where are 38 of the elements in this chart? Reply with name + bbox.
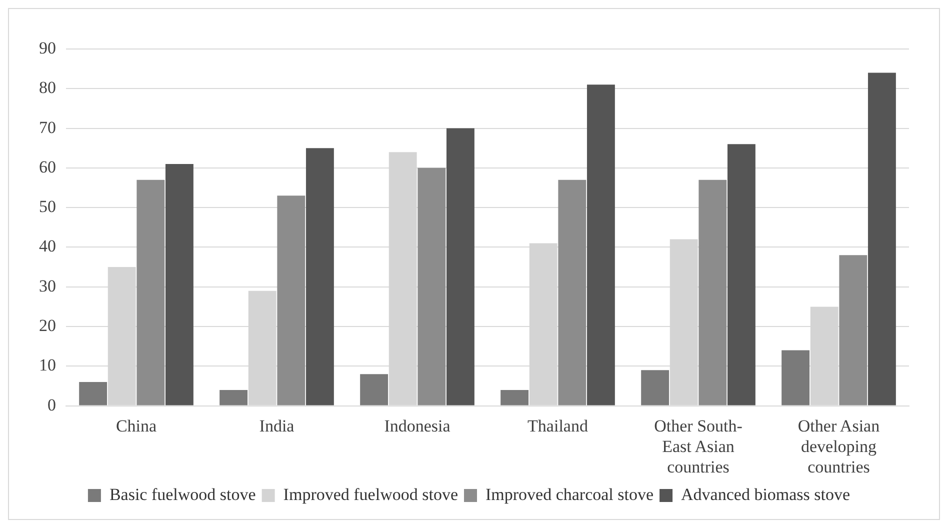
bar [782,350,810,406]
x-tick-label: Other Asian developing countries [798,416,880,476]
y-tick-label: 50 [39,197,56,216]
y-tick-label: 20 [39,316,56,335]
y-tick-label: 60 [39,157,56,176]
y-tick-label: 90 [39,38,56,58]
bar [360,374,388,406]
bar [727,144,756,406]
y-tick-label: 70 [39,118,56,137]
bar [586,84,615,406]
x-tick-label: Other South-East Asian countries [654,416,743,476]
y-tick-label: 10 [39,356,56,375]
bar [220,390,248,406]
bar [641,370,670,406]
legend-label: Basic fuelwood stove [109,484,256,504]
bar [418,168,446,406]
y-tick-label: 80 [39,78,56,98]
legend-label: Advanced biomass stove [681,484,850,504]
bar [558,180,586,406]
x-tick-label: Thailand [528,416,588,436]
y-tick-label: 40 [39,236,56,256]
bar [136,180,165,406]
x-tick-label: Indonesia [384,416,451,436]
bar [500,390,529,406]
legend-label: Improved fuelwood stove [283,484,458,504]
x-tick-label: India [259,416,295,436]
bar [868,72,896,406]
bar [306,148,334,406]
legend-label: Improved charcoal stove [485,484,654,504]
x-tick-label: China [116,416,158,436]
bar [165,164,194,406]
bar [277,196,306,406]
bar [446,128,474,406]
bar [839,255,868,406]
bar [79,382,108,406]
bar [698,180,727,406]
y-tick-label: 0 [48,395,56,414]
y-tick-label: 30 [39,276,56,296]
